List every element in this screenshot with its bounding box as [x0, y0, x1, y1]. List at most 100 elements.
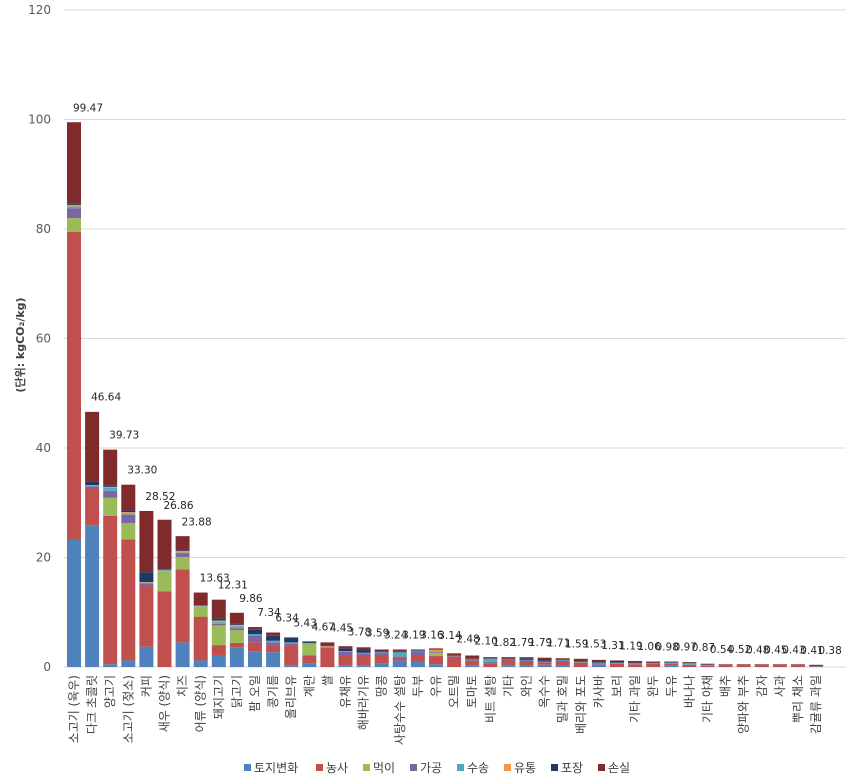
x-category-label: 두부 [411, 675, 425, 697]
bar-segment [447, 656, 462, 667]
bar-segment [664, 661, 679, 663]
bar-segment [537, 664, 552, 667]
legend-label: 농사 [326, 761, 348, 775]
x-axis-categories: 소고기 (육우) 다크 초콜릿 양고기 소고기 (젖소) 커피 새우 (양식) 치즈 어류 (… [67, 675, 823, 745]
bar-segment [700, 663, 715, 665]
bar-segment [338, 651, 353, 656]
bar-segment [284, 642, 299, 645]
x-category-label: 비트 설탕 [483, 675, 497, 723]
bar-segment [700, 664, 715, 666]
bar-segment [555, 665, 570, 667]
x-category-label: 소고기 (젖소) [121, 675, 135, 743]
bar-segment [537, 662, 552, 665]
bar-segment [320, 646, 335, 647]
bar-segment [501, 659, 516, 661]
x-category-label: 커피 [139, 675, 153, 697]
legend-swatch [316, 764, 323, 771]
bar-segment [483, 663, 498, 667]
bar-segment [465, 659, 480, 661]
bar-segment [519, 660, 534, 662]
bar-segment [555, 659, 570, 661]
bar-segment [501, 660, 516, 666]
bar-segment [338, 655, 353, 666]
bar-segment [610, 663, 624, 667]
data-label: 0.98 [656, 642, 679, 654]
bar-segment [591, 663, 606, 665]
x-category-label: 소고기 (육우) [67, 675, 81, 743]
bar-segment [501, 665, 516, 667]
data-label: 5.43 [294, 617, 317, 629]
bar-segment [103, 487, 118, 491]
data-label: 1.79 [529, 637, 552, 649]
bar-segment [157, 570, 172, 572]
data-label: 1.82 [493, 637, 516, 649]
y-tick-label: 100 [28, 113, 51, 127]
bar-segment [392, 660, 407, 667]
bar-segment [447, 655, 462, 657]
data-label: 6.34 [275, 612, 299, 624]
bar-segment [591, 664, 606, 667]
x-category-label: 보리 [610, 675, 624, 697]
bar-segment [139, 510, 154, 573]
bar-segment [67, 204, 81, 207]
bar-segment [809, 665, 824, 666]
legend-label: 손실 [608, 761, 630, 775]
bar-segment [664, 665, 679, 667]
bar-segment [591, 662, 606, 663]
bar-segment [248, 634, 262, 636]
bar-segment [229, 642, 244, 648]
bar-segment [229, 612, 244, 624]
x-category-label: 닭고기 [230, 675, 244, 708]
x-category-label: 감귤류 과일 [809, 675, 823, 734]
bar-segment [67, 122, 81, 204]
bar-segment [646, 661, 661, 663]
bar-segment [248, 642, 262, 652]
bar-segment [809, 666, 824, 668]
x-category-label: 사탕수수 설탕 [393, 675, 407, 745]
data-label: 26.86 [163, 500, 193, 512]
bar-segment [447, 654, 462, 656]
data-label: 0.43 [782, 645, 805, 657]
bar-segment [302, 641, 317, 643]
data-label: 3.24 [384, 629, 408, 641]
bar-segment [501, 658, 516, 660]
bar-segment [139, 582, 154, 584]
bar-segment [320, 642, 335, 646]
bar-segment [392, 657, 407, 661]
x-category-label: 어류 (양식) [194, 675, 208, 732]
bar-segment [229, 630, 244, 643]
x-category-label: 배추 [719, 675, 733, 697]
bar-segment [392, 656, 407, 658]
bar-segment [447, 656, 462, 657]
legend-swatch [598, 764, 605, 771]
bar-segment [410, 650, 425, 651]
bar-segment [591, 662, 606, 664]
bar-segment [791, 665, 805, 667]
bar-segment [103, 490, 118, 498]
bar-segment [139, 586, 154, 647]
bar-segment [429, 656, 443, 665]
bar-segment [121, 510, 136, 513]
bar-segment [664, 663, 679, 666]
bar-segment [573, 662, 588, 667]
bar-segment [718, 664, 733, 666]
bar-segment [157, 519, 172, 569]
bar-segment [356, 650, 371, 653]
data-label: 39.73 [109, 429, 139, 441]
legend-label: 가공 [420, 761, 442, 775]
bar-segment [465, 665, 480, 667]
bar-segment [610, 660, 624, 662]
bar-segment [193, 605, 208, 607]
bar-segment [248, 629, 262, 635]
bar-segment [555, 661, 570, 666]
bar-segment [519, 659, 534, 661]
x-category-label: 뿌리 채소 [791, 675, 805, 723]
data-label: 4.45 [330, 623, 353, 635]
bar-segment [736, 664, 751, 666]
bar-segment [157, 568, 172, 570]
bar-segment [410, 650, 425, 652]
x-category-label: 돼지고기 [212, 675, 226, 719]
bar-segment [175, 536, 190, 551]
bar-segment [537, 661, 552, 663]
